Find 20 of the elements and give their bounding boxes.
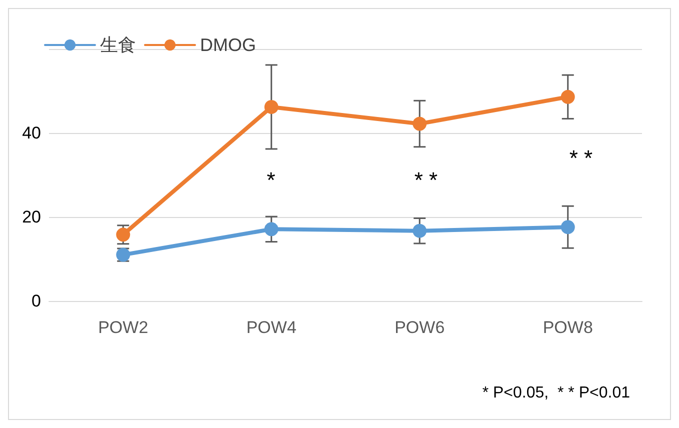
point [560, 90, 575, 104]
point [412, 224, 427, 238]
legend-label: 生食 [100, 35, 136, 55]
x-tick-label: POW2 [98, 318, 148, 337]
x-tick-label: POW6 [394, 318, 445, 337]
annotation: * * [414, 168, 438, 192]
x-tick-label: POW4 [246, 318, 296, 337]
point [560, 220, 575, 234]
annotation: * [266, 168, 276, 192]
point [264, 100, 278, 114]
point [412, 116, 427, 131]
x-tick-label: POW8 [542, 318, 593, 337]
annotation: * * [569, 146, 594, 170]
point [264, 222, 278, 236]
y-tick-label: 0 [32, 292, 41, 310]
y-tick-label: 40 [22, 124, 41, 142]
text: * P<0.05, * * P<0.01 [482, 384, 630, 402]
point [116, 228, 130, 242]
y-tick-label: 20 [22, 208, 41, 226]
legend-label: DMOG [200, 35, 256, 55]
